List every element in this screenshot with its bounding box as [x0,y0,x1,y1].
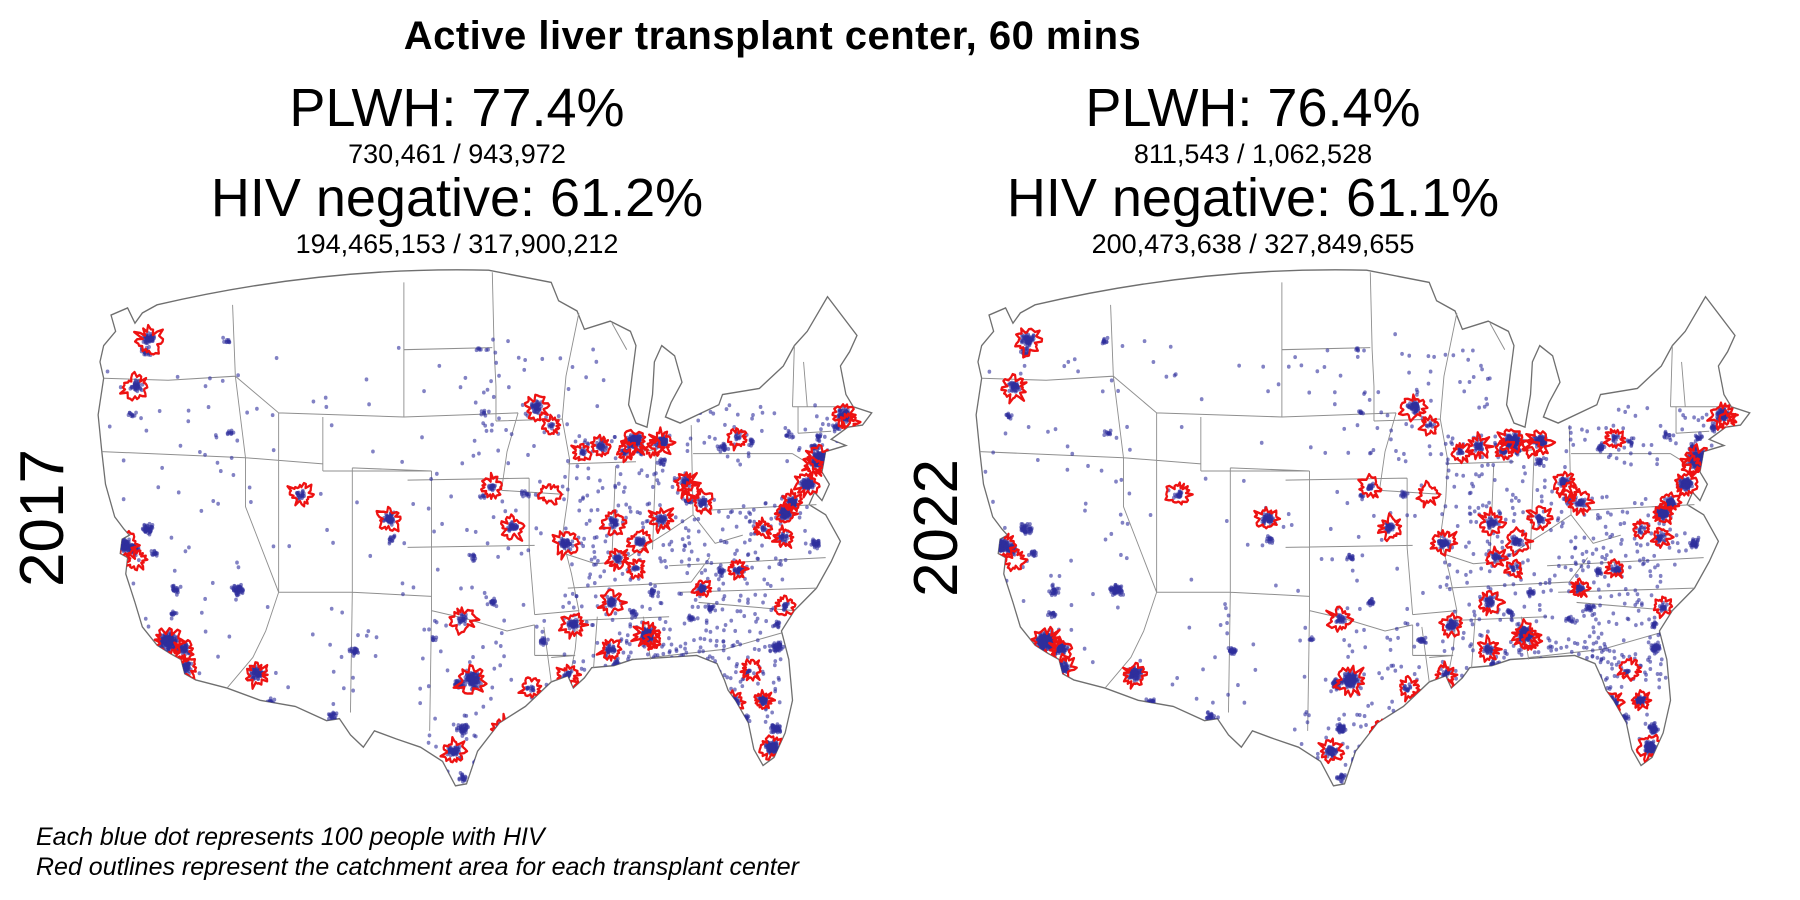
plwh-percent-2022: PLWH: 76.4% [1085,78,1421,138]
year-label-2022: 2022 [902,459,971,597]
stats-block-2017: PLWH: 77.4% 730,461 / 943,972 HIV negati… [52,80,862,260]
hivneg-percent-2022: HIV negative: 61.1% [1006,168,1500,229]
footnote-red-outlines: Red outlines represent the catchment are… [36,853,799,881]
plwh-percent-2017: PLWH: 77.4% [289,78,625,138]
us-dot-map-2022 [966,260,1758,792]
hivneg-fraction-2022: 200,473,638 / 327,849,655 [1091,229,1415,260]
us-dot-map-2017 [88,260,880,792]
stats-block-2022: PLWH: 76.4% 811,543 / 1,062,528 HIV nega… [848,80,1658,260]
figure-title: Active liver transplant center, 60 mins [403,14,1142,58]
hivneg-fraction-2017: 194,465,153 / 317,900,212 [295,229,619,260]
hivneg-percent-2017: HIV negative: 61.2% [210,168,704,229]
year-label-2017: 2017 [8,449,77,587]
plwh-fraction-2017: 730,461 / 943,972 [348,139,566,170]
footnote-blue-dots: Each blue dot represents 100 people with… [36,823,545,851]
plwh-fraction-2022: 811,543 / 1,062,528 [1133,139,1373,170]
